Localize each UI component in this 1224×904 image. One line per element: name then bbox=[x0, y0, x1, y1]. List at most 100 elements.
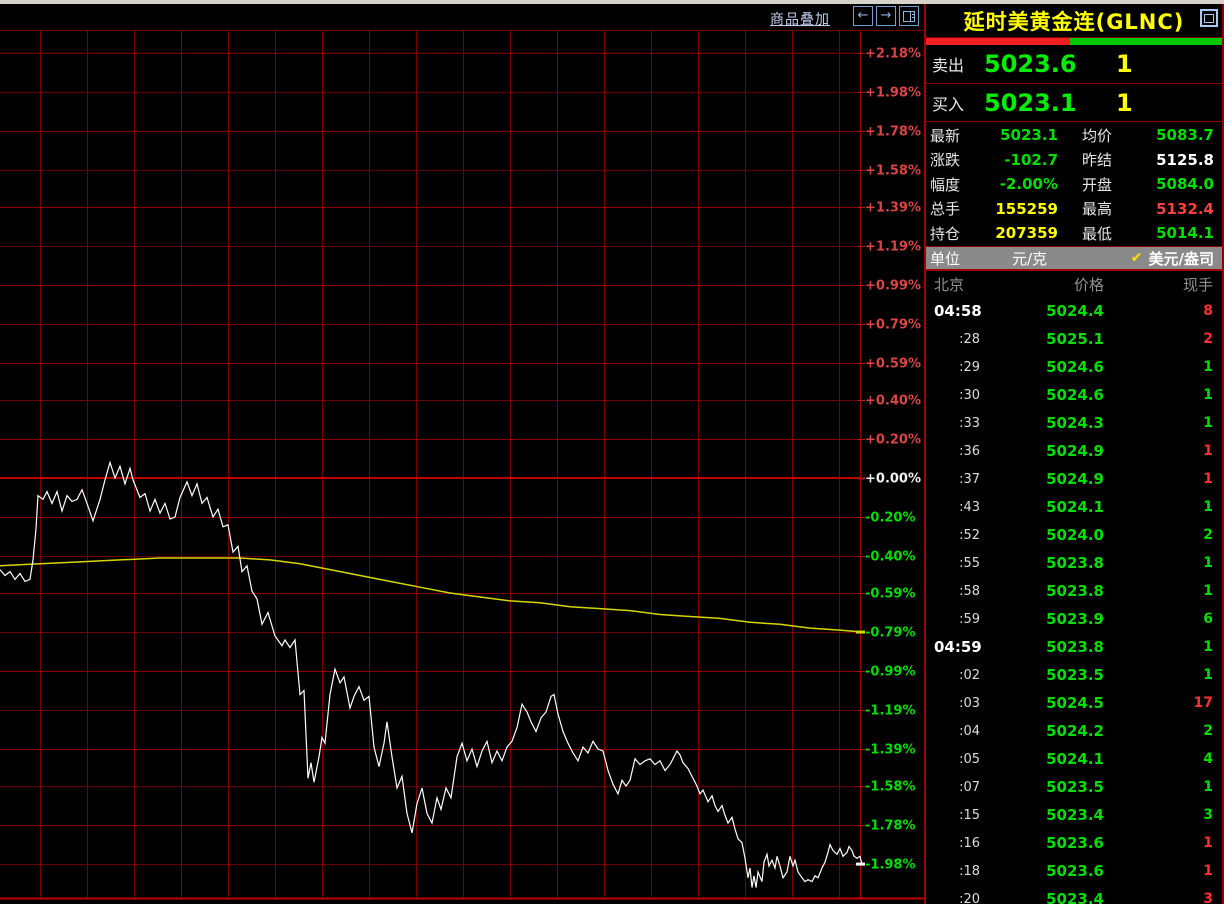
buy-strength-segment bbox=[1069, 38, 1222, 45]
tile-windows-icon[interactable] bbox=[899, 6, 919, 26]
commodity-overlay-link[interactable]: 商品叠加 bbox=[770, 12, 830, 28]
tick-time: :05 bbox=[959, 751, 980, 767]
tick-row: :59 5023.9 6 bbox=[926, 605, 1222, 633]
tick-price: 5023.8 bbox=[1046, 638, 1104, 656]
axis-tick-label: -1.58% bbox=[865, 780, 916, 795]
avg-price-marker bbox=[856, 630, 865, 634]
arrow-right-icon[interactable]: → bbox=[876, 6, 896, 26]
tick-row: :33 5024.3 1 bbox=[926, 409, 1222, 437]
price-line bbox=[0, 460, 863, 888]
tick-price: 5025.1 bbox=[1046, 330, 1104, 348]
tick-time: 04:58 bbox=[934, 302, 982, 320]
axis-tick-label: +2.18% bbox=[865, 46, 921, 61]
buy-sell-strength-bar bbox=[926, 37, 1222, 45]
tick-time: :37 bbox=[959, 471, 980, 487]
tick-volume: 1 bbox=[1203, 555, 1213, 571]
tick-row: :03 5024.5 17 bbox=[926, 689, 1222, 717]
tick-volume: 1 bbox=[1203, 499, 1213, 515]
stat-label: 开盘 bbox=[1082, 175, 1113, 194]
tick-row: :55 5023.8 1 bbox=[926, 549, 1222, 577]
tick-row: :28 5025.1 2 bbox=[926, 325, 1222, 353]
restore-window-icon[interactable] bbox=[1200, 9, 1218, 27]
ask-row[interactable]: 卖出 5023.6 1 bbox=[926, 45, 1222, 84]
bid-qty: 1 bbox=[1116, 88, 1133, 117]
unit-usd-oz[interactable]: 美元/盎司 bbox=[1148, 249, 1214, 268]
stat-label: 最低 bbox=[1082, 224, 1113, 243]
stat-row: 涨跌 -102.7 昨结 5125.8 bbox=[926, 148, 1222, 173]
stat-value: 5084.0 bbox=[1156, 175, 1214, 194]
tick-volume: 1 bbox=[1203, 639, 1213, 655]
intraday-chart[interactable]: +2.18% +1.98% +1.78% +1.58% +1.39% +1.19% +0.9… bbox=[0, 0, 924, 904]
toolbar-buttons: ← → bbox=[853, 6, 919, 26]
tick-volume: 6 bbox=[1203, 611, 1213, 627]
tick-time: :36 bbox=[959, 443, 980, 459]
tick-volume: 2 bbox=[1203, 331, 1213, 347]
axis-tick-label: -1.98% bbox=[865, 858, 916, 873]
unit-bar[interactable]: 单位 元/克 ✔ 美元/盎司 bbox=[926, 247, 1222, 271]
stat-label: 总手 bbox=[930, 200, 961, 219]
stat-label: 最新 bbox=[930, 126, 961, 145]
tick-volume: 3 bbox=[1203, 807, 1213, 823]
window-top-edge bbox=[0, 0, 1224, 4]
tick-price: 5023.4 bbox=[1046, 890, 1104, 904]
stat-value: 207359 bbox=[995, 224, 1058, 243]
axis-tick-label: -0.79% bbox=[865, 626, 916, 641]
axis-tick-label: +0.20% bbox=[865, 433, 921, 448]
tick-row: :02 5023.5 1 bbox=[926, 661, 1222, 689]
stat-label: 幅度 bbox=[930, 175, 961, 194]
tick-time: :20 bbox=[959, 891, 980, 904]
tick-time: :16 bbox=[959, 835, 980, 851]
tick-row: :30 5024.6 1 bbox=[926, 381, 1222, 409]
tick-time: :59 bbox=[959, 611, 980, 627]
axis-tick-label: +0.59% bbox=[865, 356, 921, 371]
tick-price: 5023.8 bbox=[1046, 554, 1104, 572]
stat-label: 涨跌 bbox=[930, 151, 961, 170]
col-price: 价格 bbox=[1073, 275, 1104, 294]
tick-volume: 2 bbox=[1203, 527, 1213, 543]
instrument-title: 延时美黄金连(GLNC) bbox=[963, 9, 1185, 34]
tick-volume: 1 bbox=[1203, 863, 1213, 879]
bid-price: 5023.1 bbox=[984, 88, 1077, 117]
tick-table-header: 北京 价格 现手 bbox=[926, 271, 1222, 297]
axis-tick-label: +0.79% bbox=[865, 317, 921, 332]
col-time: 北京 bbox=[934, 275, 965, 294]
axis-tick-label: -0.99% bbox=[865, 665, 916, 680]
tick-row: :52 5024.0 2 bbox=[926, 521, 1222, 549]
bid-row[interactable]: 买入 5023.1 1 bbox=[926, 84, 1222, 122]
tick-list[interactable]: 04:58 5024.4 8:28 5025.1 2:29 5024.6 1:30 5024.… bbox=[926, 297, 1222, 904]
unit-yuan-gram[interactable]: 元/克 bbox=[1012, 249, 1048, 268]
axis-tick-label: +1.19% bbox=[865, 239, 921, 254]
tick-price: 5023.9 bbox=[1046, 610, 1104, 628]
axis-tick-label: +1.39% bbox=[865, 200, 921, 215]
tick-volume: 3 bbox=[1203, 891, 1213, 904]
tick-row: 04:58 5024.4 8 bbox=[926, 297, 1222, 325]
ask-label: 卖出 bbox=[932, 56, 965, 75]
axis-tick-label: -1.19% bbox=[865, 704, 916, 719]
tick-time: :15 bbox=[959, 807, 980, 823]
tick-price: 5024.2 bbox=[1046, 722, 1104, 740]
stat-value: 5023.1 bbox=[1000, 126, 1058, 145]
tick-row: :43 5024.1 1 bbox=[926, 493, 1222, 521]
tick-time: :02 bbox=[959, 667, 980, 683]
tick-time: :52 bbox=[959, 527, 980, 543]
arrow-left-icon[interactable]: ← bbox=[853, 6, 873, 26]
ask-qty: 1 bbox=[1116, 50, 1133, 78]
tick-price: 5024.9 bbox=[1046, 442, 1104, 460]
axis-tick-label: +0.40% bbox=[865, 394, 921, 409]
tick-time: :55 bbox=[959, 555, 980, 571]
tick-row: :20 5023.4 3 bbox=[926, 885, 1222, 904]
tick-price: 5024.0 bbox=[1046, 526, 1104, 544]
sell-strength-segment bbox=[926, 38, 1070, 45]
tick-row: 04:59 5023.8 1 bbox=[926, 633, 1222, 661]
axis-tick-label: +0.99% bbox=[865, 278, 921, 293]
tick-price: 5023.4 bbox=[1046, 806, 1104, 824]
tick-time: :29 bbox=[959, 359, 980, 375]
axis-tick-label: -1.78% bbox=[865, 819, 916, 834]
tick-volume: 1 bbox=[1203, 667, 1213, 683]
tick-price: 5024.6 bbox=[1046, 358, 1104, 376]
stat-label: 持仓 bbox=[930, 224, 961, 243]
axis-tick-label: +1.98% bbox=[865, 85, 921, 100]
tick-price: 5023.8 bbox=[1046, 582, 1104, 600]
tick-time: :58 bbox=[959, 583, 980, 599]
tick-price: 5023.6 bbox=[1046, 834, 1104, 852]
